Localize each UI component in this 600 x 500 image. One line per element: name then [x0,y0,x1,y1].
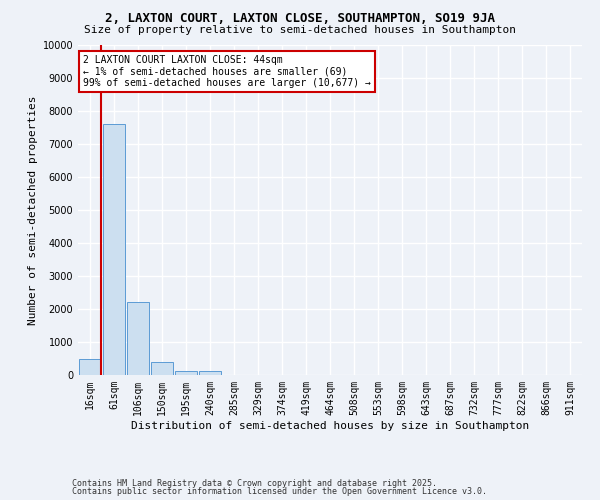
Y-axis label: Number of semi-detached properties: Number of semi-detached properties [28,95,38,325]
Text: Size of property relative to semi-detached houses in Southampton: Size of property relative to semi-detach… [84,25,516,35]
Bar [103,124,125,375]
Text: Contains HM Land Registry data © Crown copyright and database right 2025.: Contains HM Land Registry data © Crown c… [72,478,437,488]
Bar [79,358,101,375]
Text: 2 LAXTON COURT LAXTON CLOSE: 44sqm
← 1% of semi-detached houses are smaller (69): 2 LAXTON COURT LAXTON CLOSE: 44sqm ← 1% … [83,55,371,88]
Bar [127,302,149,375]
X-axis label: Distribution of semi-detached houses by size in Southampton: Distribution of semi-detached houses by … [131,420,529,430]
Bar [151,362,173,375]
Text: Contains public sector information licensed under the Open Government Licence v3: Contains public sector information licen… [72,487,487,496]
Bar [175,370,197,375]
Bar [199,371,221,375]
Text: 2, LAXTON COURT, LAXTON CLOSE, SOUTHAMPTON, SO19 9JA: 2, LAXTON COURT, LAXTON CLOSE, SOUTHAMPT… [105,12,495,26]
